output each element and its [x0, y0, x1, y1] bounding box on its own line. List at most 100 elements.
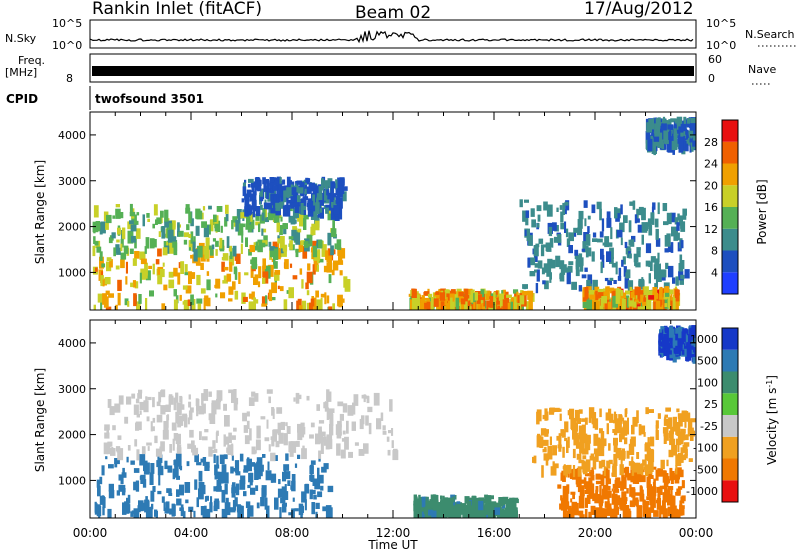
velocity-panel-cell: [271, 407, 275, 416]
velocity-panel-cell: [131, 510, 137, 514]
power-panel-cell: [234, 290, 239, 300]
power-panel-cell: [297, 228, 302, 233]
velocity-panel-cell: [601, 514, 605, 518]
velocity-panel-cell: [544, 408, 548, 421]
power-panel-cell: [657, 202, 660, 215]
power-panel-cell: [692, 127, 696, 136]
power-panel-cell: [564, 267, 569, 273]
freq-tick: 8: [66, 72, 73, 85]
power-panel-cell: [627, 280, 634, 292]
power-panel-cell: [665, 262, 669, 269]
power-panel-cell: [249, 213, 253, 222]
power-panel-cell: [673, 131, 678, 142]
power-panel-cell: [215, 249, 218, 256]
power-panel-cell: [339, 197, 343, 209]
velocity-panel-cell: [636, 452, 640, 459]
velocity-panel-cell: [196, 497, 199, 508]
velocity-panel-cell: [154, 435, 158, 444]
power-panel-cell: [667, 132, 671, 141]
power-panel-cell: [258, 223, 261, 233]
velocity-panel-cell: [223, 454, 228, 460]
velocity-panel-cell: [644, 464, 649, 477]
velocity-panel-cell: [156, 414, 163, 423]
colorbar-segment: [722, 349, 738, 372]
velocity-panel-cell: [206, 495, 209, 501]
velocity-panel-cell: [213, 505, 218, 512]
power-panel-cell: [680, 274, 685, 280]
power-panel-cell: [530, 257, 536, 266]
velocity-panel-cell: [114, 462, 118, 468]
velocity-panel-cell: [358, 449, 365, 456]
power-panel-cell: [617, 298, 622, 310]
power-panel-cell: [489, 296, 494, 308]
power-panel-cell: [481, 303, 485, 310]
power-panel-cell: [623, 215, 628, 223]
power-panel-cell: [628, 297, 635, 307]
velocity-panel-cell: [622, 426, 625, 436]
velocity-panel-cell: [559, 413, 562, 421]
time-axis: 00:00 04:00 08:00 12:00 16:00 20:00 00:00: [73, 526, 714, 540]
power-panel-cell: [611, 262, 618, 268]
power-panel-cell: [332, 249, 336, 255]
velocity-panel-cell: [659, 485, 663, 495]
power-panel-cell: [284, 204, 291, 217]
power-panel-cell: [289, 263, 293, 268]
velocity-panel-cell: [110, 448, 116, 456]
velocity-panel-cell: [675, 422, 681, 435]
power-panel-cell: [249, 244, 255, 253]
velocity-panel-cell: [315, 433, 321, 445]
power-panel-cell: [261, 212, 265, 221]
velocity-panel-cell: [101, 465, 105, 476]
power-panel-cell: [657, 252, 660, 263]
power-panel-cell: [534, 254, 538, 262]
power-panel-cell: [337, 193, 341, 199]
power-panel-cell: [282, 223, 288, 230]
velocity-panel-cell: [569, 509, 575, 518]
velocity-panel-cell: [671, 495, 675, 504]
power-panel-cell: [196, 298, 203, 304]
power-panel-cell: [106, 257, 112, 262]
velocity-panel-cell: [165, 404, 171, 412]
velocity-panel-cell: [648, 491, 653, 497]
velocity-panel-cell: [605, 485, 611, 491]
power-panel-cell: [295, 248, 301, 253]
velocity-panel-cell: [543, 439, 549, 446]
power-panel-cell: [206, 271, 210, 276]
velocity-panel-cell: [594, 418, 599, 430]
power-panel-cell: [221, 261, 225, 272]
power-panel-cell: [255, 241, 259, 251]
power-panel-cell: [578, 210, 584, 220]
velocity-panel-cell: [658, 348, 665, 353]
x-tick-label: 08:00: [275, 526, 310, 540]
velocity-panel-cell: [209, 413, 216, 424]
velocity-panel-cell: [133, 481, 137, 491]
velocity-panel-cell: [187, 417, 190, 425]
velocity-panel-cell: [647, 484, 652, 496]
velocity-panel-cell: [264, 437, 270, 442]
velocity-panel-cell: [221, 508, 228, 518]
power-panel-cell: [245, 198, 250, 206]
power-panel-cell: [135, 228, 141, 239]
power-panel-cell: [341, 178, 345, 186]
colorbar-segment: [722, 163, 738, 186]
velocity-panel-cell: [179, 404, 185, 410]
velocity-panel-cell: [570, 498, 573, 503]
velocity-panel-cell: [244, 435, 250, 445]
velocity-panel-cell: [595, 480, 601, 485]
velocity-panel-cell: [618, 450, 625, 459]
power-panel-cell: [516, 291, 519, 303]
power-panel-cell: [637, 306, 644, 310]
velocity-panel-cell: [572, 465, 576, 478]
velocity-panel-cell: [274, 497, 279, 510]
velocity-panel-cell: [688, 458, 693, 462]
power-panel-cell: [312, 264, 316, 275]
velocity-panel-cell: [598, 441, 605, 448]
velocity-panel-cell: [508, 501, 514, 510]
velocity-panel-cell: [139, 475, 146, 480]
power-panel-cell: [559, 205, 563, 210]
colorbar-segment: [722, 393, 738, 415]
velocity-panel-cell: [558, 433, 562, 441]
colorbar-segment: [722, 458, 738, 481]
velocity-panel-cell: [637, 463, 643, 475]
power-panel-cell: [439, 292, 446, 301]
